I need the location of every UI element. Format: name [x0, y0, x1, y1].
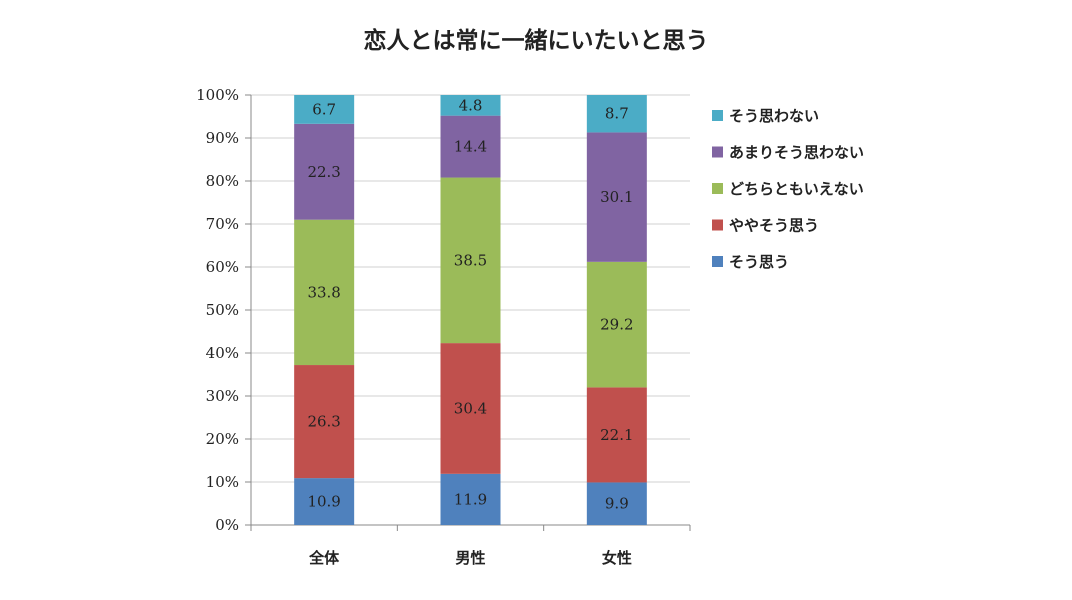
y-tick-label: 90% [206, 129, 239, 147]
y-tick-label: 80% [206, 172, 239, 190]
bar-segment [294, 95, 355, 124]
x-category-label: 女性 [602, 549, 632, 567]
y-tick-label: 50% [206, 301, 239, 319]
bar-segment [586, 387, 647, 483]
axes: 0% 10% 20% 30% 40% 50% 60% 70% 80% 90% 100% 全体 男性 女性 [196, 86, 691, 567]
data-label: 30.4 [454, 399, 487, 417]
data-label: 29.2 [600, 316, 633, 334]
data-label: 4.8 [459, 96, 483, 114]
data-label: 11.9 [454, 490, 487, 508]
bar-segment [586, 132, 647, 262]
bar-segment [586, 95, 647, 133]
y-tick-label: 0% [215, 516, 239, 534]
bar-segment [294, 219, 355, 366]
legend-label: あまりそう思わない [729, 144, 864, 162]
data-labels: 10.9 26.3 33.8 22.3 6.7 11.9 30.4 38.5 14.4 4.8 9.… [307, 96, 633, 512]
bar-segment [440, 95, 501, 116]
legend-swatch [712, 146, 723, 158]
bars [294, 95, 647, 525]
bar-segment [440, 177, 501, 344]
bar-segment [294, 478, 355, 525]
data-label: 22.3 [307, 163, 340, 181]
legend-swatch [712, 256, 723, 267]
legend-label: そう思う [729, 253, 789, 271]
data-label: 30.1 [600, 188, 633, 206]
chart-title: 恋人とは常に一緒にいたいと思う [364, 27, 709, 54]
data-label: 38.5 [454, 251, 487, 269]
data-label: 14.4 [454, 138, 487, 156]
y-tick-label: 10% [206, 473, 239, 491]
x-category-label: 全体 [308, 549, 340, 567]
data-label: 9.9 [605, 495, 629, 513]
y-tick-label: 100% [196, 86, 239, 104]
y-tick-label: 70% [206, 215, 239, 233]
legend-label: ややそう思う [729, 217, 819, 235]
y-tick-label: 30% [206, 387, 239, 405]
bar-segment [294, 123, 355, 220]
data-label: 33.8 [307, 283, 340, 301]
data-label: 10.9 [307, 493, 340, 511]
bar-segment [440, 343, 501, 474]
x-category-label: 男性 [455, 549, 485, 567]
data-label: 6.7 [312, 100, 336, 118]
bar-segment [294, 365, 355, 479]
legend-swatch [712, 219, 723, 231]
y-tick-label: 20% [206, 430, 239, 448]
legend-swatch [712, 110, 723, 121]
data-label: 26.3 [307, 413, 340, 431]
bar-segment [586, 261, 647, 388]
legend-label: そう思わない [729, 107, 819, 125]
bar-segment [586, 482, 647, 525]
legend-label: どちらともいえない [729, 180, 864, 198]
legend-swatch [712, 183, 723, 194]
y-tick-label: 60% [206, 258, 239, 276]
bar-segment [440, 473, 501, 525]
bar-segment [440, 115, 501, 178]
data-label: 8.7 [605, 105, 629, 123]
y-tick-label: 40% [206, 344, 239, 362]
data-label: 22.1 [600, 426, 633, 444]
